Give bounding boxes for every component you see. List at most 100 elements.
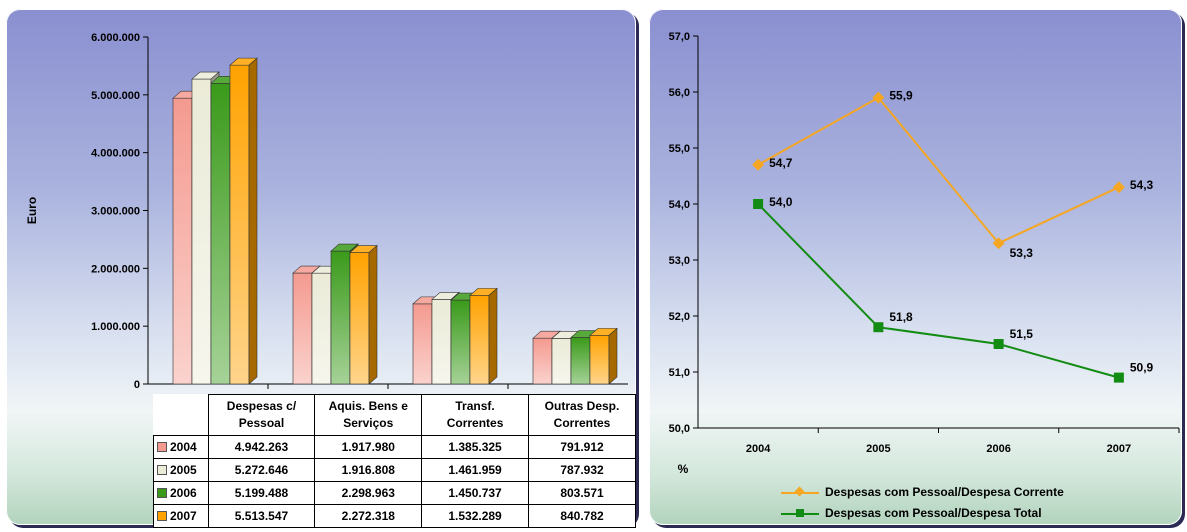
series-line [757,203,1120,379]
table-cell: 2.272.318 [314,504,423,528]
series-legend-key: 2007 [153,504,209,528]
category-label-line: Pessoal [238,416,285,430]
bar [450,299,471,385]
y-tick-label: 5.000.000 [91,90,140,102]
y-tick-label: 57,0 [669,31,690,43]
line-chart-plot: 50,0 51,0 52,0 53,0 54,0 55,0 56,0 57,0 2004 2005… [669,31,1180,476]
data-label: 54,7 [769,156,793,170]
data-label: 50,9 [1130,361,1154,375]
table-cell: 5.513.547 [207,504,316,528]
table-cell: 1.385.325 [421,435,530,459]
table-cell: 5.272.646 [207,458,316,482]
bar-side-face [488,287,498,385]
series-legend-key: 2005 [153,458,209,482]
square-marker [753,199,764,209]
table-cell: 1.461.959 [421,458,530,482]
y-tick-label: 52,0 [669,311,690,323]
y-axis-label: Euro [25,197,39,224]
legend-label: Despesas com Pessoal/Despesa Total [825,506,1042,520]
series-name: 2007 [170,509,197,523]
table-row: 2006 5.199.488 2.298.963 1.450.737 803.571 [153,481,636,505]
y-tick-label: 53,0 [669,255,690,267]
x-tick-label: 2005 [866,443,890,455]
legend-label: Despesas com Pessoal/Despesa Corrente [825,485,1064,499]
legend-swatch-icon [157,442,167,452]
data-label: 53,3 [1010,246,1034,260]
table-cell: 4.942.263 [207,435,316,459]
bar [551,338,572,385]
category-label-line: Transf. [455,399,495,413]
table-cell: 840.782 [528,504,636,528]
category-label-line: Correntes [553,416,611,430]
table-corner [154,395,209,436]
category-label-line: Aquis. Bens e [328,399,408,413]
table-cell: 791.912 [528,435,636,459]
category-label-line: Despesas c/ [226,399,297,413]
table-row: 2004 4.942.263 1.917.980 1.385.325 791.912 [153,435,636,459]
series-legend-key: 2006 [153,481,209,505]
y-tick-label: 55,0 [669,143,690,155]
diamond-marker [752,158,765,171]
square-marker [1113,372,1124,383]
square-marker-icon [796,509,804,517]
category-label: Aquis. Bens e Serviços [314,394,423,436]
table-header-row: Despesas c/Pessoal Aquis. Bens e Serviços T… [154,394,636,436]
table-header: Despesas c/Pessoal Aquis. Bens e Serviços T… [154,394,636,436]
y-tick-label: 3.000.000 [91,206,140,218]
category-label: Outras Desp. Correntes [528,394,636,436]
diamond-marker [992,237,1005,250]
bar [412,303,433,385]
table-cell: 803.571 [528,481,636,505]
y-tick-label: 4.000.000 [91,148,140,160]
x-tick-label: 2006 [986,443,1010,455]
bar [191,78,212,385]
bar [570,337,591,385]
series-name: 2005 [170,463,197,477]
table-cell: 5.199.488 [207,481,316,505]
bar [349,252,370,385]
data-label: 51,8 [889,310,913,324]
y-tick-label: 51,0 [669,367,690,379]
data-label: 55,9 [889,89,913,103]
bar [210,82,231,385]
bar-chart-plot: 0 1.000.000 2.000.000 3.000.000 4.000.000 5.0… [25,32,628,391]
bar [469,295,490,385]
y-tick-label: 0 [134,379,140,391]
category-label-line: Outras Desp. [544,399,620,413]
category-label: Despesas c/Pessoal [207,394,316,436]
series-line [757,96,1120,245]
table-cell: 1.532.289 [421,504,530,528]
category-label-line: Correntes [446,416,504,430]
bar-side-face [368,244,378,385]
diamond-marker [872,91,885,104]
category-label-line: Serviços [343,416,394,430]
table-cell: 1.450.737 [421,481,530,505]
category-label: Transf. Correntes [421,394,530,436]
square-marker [993,339,1004,349]
y-tick-label: 56,0 [669,87,690,99]
x-axis-label: % [678,462,689,476]
y-tick-label: 54,0 [669,199,690,211]
bar [589,335,610,385]
legend-swatch-icon [157,465,167,475]
bar [172,97,193,385]
x-tick-label: 2007 [1107,443,1131,455]
data-label: 54,3 [1130,178,1154,192]
table-row: 2005 5.272.646 1.916.808 1.461.959 787.932 [153,458,636,482]
bar-chart-panel: 0 1.000.000 2.000.000 3.000.000 4.000.000 5.0… [6,9,636,528]
line-chart-panel: 50,0 51,0 52,0 53,0 54,0 55,0 56,0 57,0 2004 2005… [649,9,1182,525]
table-cell: 787.932 [528,458,636,482]
series-name: 2006 [170,486,197,500]
bar [229,64,250,385]
table-cell: 1.917.980 [314,435,423,459]
table-row: 2007 5.513.547 2.272.318 1.532.289 840.782 [153,504,636,528]
legend-swatch-icon [157,488,167,498]
bar [532,337,553,385]
legend-swatch-icon [157,511,167,521]
diamond-marker [1112,181,1125,194]
x-tick-label: 2004 [746,443,771,455]
y-tick-label: 6.000.000 [91,32,140,44]
bar [292,272,313,385]
data-label: 54,0 [769,195,793,209]
data-table: Despesas c/Pessoal Aquis. Bens e Serviços T… [153,394,636,528]
